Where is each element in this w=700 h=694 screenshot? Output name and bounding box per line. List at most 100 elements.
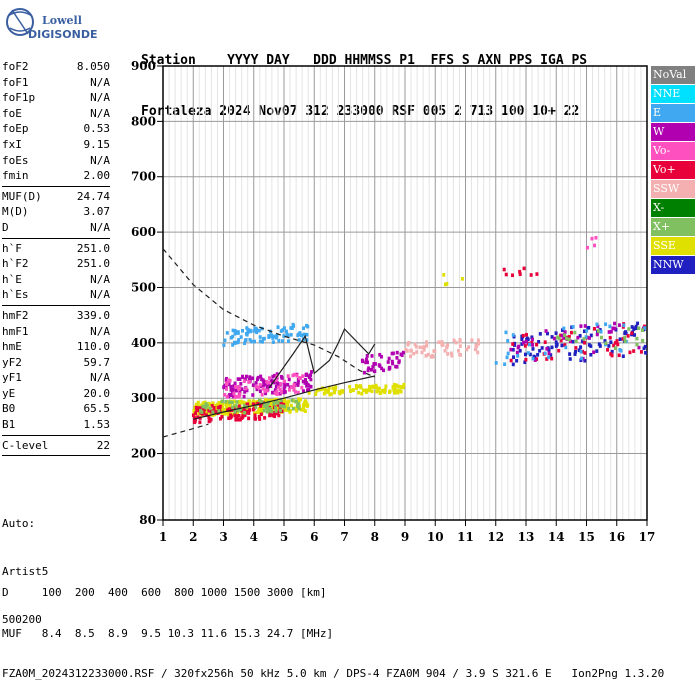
echo-point-e	[248, 329, 252, 334]
echo-point-sse	[402, 382, 406, 387]
y-tick-label: 400	[131, 336, 156, 350]
echo-point-sse	[365, 388, 369, 393]
echo-point-w	[301, 379, 305, 384]
echo-point-vo	[621, 337, 625, 341]
echo-point-sse	[304, 399, 308, 403]
echo-point-vo	[557, 348, 561, 353]
echo-point-ssw	[473, 347, 477, 352]
echo-point-ssw	[426, 352, 430, 357]
echo-point-w	[401, 350, 405, 355]
echo-point-ssw	[458, 338, 462, 342]
echo-point-x	[230, 400, 234, 405]
x-tick-label: 8	[371, 530, 379, 544]
echo-point-vo	[567, 334, 571, 339]
echo-point-sse	[244, 407, 248, 411]
echo-point-vo	[606, 348, 610, 352]
echo-point-w	[225, 376, 229, 381]
echo-point-w	[244, 374, 248, 379]
echo-point-e	[506, 351, 510, 356]
echo-point-w	[258, 389, 262, 394]
echo-point-sse	[364, 390, 368, 395]
echo-point-sse	[220, 405, 224, 410]
echo-point-w	[560, 333, 564, 338]
echo-point-sse	[289, 403, 293, 408]
echo-point-vo	[258, 383, 262, 387]
param-value: N/A	[90, 75, 110, 89]
echo-point-nnw	[582, 329, 586, 334]
legend-entry-sse: SSE	[651, 237, 695, 255]
echo-point-vo	[535, 342, 539, 347]
echo-point-sse	[226, 411, 230, 416]
echo-point-vo	[267, 376, 271, 380]
ionogram-chart: 1 2 3 4 5 6 7 8 9 10 11 12 13 14 15 16 17802003004005006…	[131, 59, 655, 544]
param-label: h`E	[2, 272, 22, 286]
legend-entry-vo: Vo+	[651, 161, 695, 179]
echo-point-x	[201, 404, 205, 409]
echo-point-ssw	[449, 351, 453, 356]
echo-point-vo	[210, 404, 214, 408]
echo-point-e	[222, 343, 226, 348]
echo-point-sse	[460, 277, 464, 281]
echo-point-w	[579, 324, 583, 328]
echo-point-w	[283, 382, 287, 387]
echo-point-vo	[220, 415, 224, 419]
echo-point-x	[296, 404, 300, 409]
echo-point-sse	[223, 411, 227, 416]
echo-point-sse	[305, 404, 309, 408]
param-label: foEs	[2, 153, 29, 167]
echo-point-sse	[376, 388, 380, 393]
echo-point-w	[259, 374, 263, 379]
echo-point-x	[237, 408, 241, 413]
echo-point-w	[309, 384, 313, 389]
echo-point-e	[584, 335, 588, 339]
echo-point-nnw	[589, 333, 593, 338]
echo-point-nnw	[577, 348, 581, 353]
echo-point-vo	[535, 272, 539, 276]
echo-point-sse	[239, 400, 243, 405]
param-row: hmE 110.0	[2, 339, 110, 355]
echo-point-nnw	[523, 352, 527, 357]
echo-point-ssw	[412, 351, 416, 356]
echo-point-nnw	[632, 333, 636, 337]
legend-entry-x: X-	[651, 199, 695, 217]
echo-point-x	[233, 410, 237, 414]
y-tick-label: 200	[131, 447, 156, 461]
echo-point-w	[243, 377, 247, 382]
param-value: 110.0	[76, 340, 110, 354]
echo-point-w	[222, 385, 226, 390]
echo-point-w	[547, 351, 551, 356]
echo-point-w	[378, 353, 382, 357]
echo-point-e	[282, 326, 286, 330]
echo-point-vo	[286, 374, 290, 378]
echo-point-w	[227, 382, 231, 387]
echo-point-sse	[298, 404, 302, 408]
echo-point-e	[516, 354, 520, 358]
echo-point-sse	[314, 392, 318, 396]
echo-point-nnw	[597, 342, 601, 346]
echo-point-w	[283, 390, 287, 394]
echo-point-vo	[295, 373, 299, 378]
echo-point-sse	[231, 412, 235, 417]
echo-point-x	[260, 400, 264, 404]
echo-point-w	[576, 335, 580, 340]
echo-point-sse	[370, 385, 374, 389]
echo-point-ssw	[406, 342, 410, 347]
echo-point-sse	[360, 391, 364, 396]
echo-point-vo	[617, 353, 621, 358]
echo-point-e	[305, 332, 309, 337]
echo-point-sse	[442, 273, 446, 277]
echo-point-nnw	[603, 339, 607, 343]
x-tick-label: 12	[487, 530, 504, 544]
echo-point-vo	[504, 272, 508, 277]
echo-point-nnw	[568, 352, 572, 356]
echo-point-ssw	[475, 344, 479, 348]
echo-point-vo	[247, 408, 251, 412]
echo-point-e	[543, 351, 547, 356]
param-value: 22	[96, 438, 110, 452]
echo-point-ssw	[454, 340, 458, 345]
echo-point-ssw	[414, 344, 418, 349]
y-tick-label: 700	[131, 170, 156, 184]
echo-point-vo	[204, 413, 208, 417]
echo-point-nnw	[595, 349, 599, 353]
legend-entry-x: X+	[651, 218, 695, 236]
